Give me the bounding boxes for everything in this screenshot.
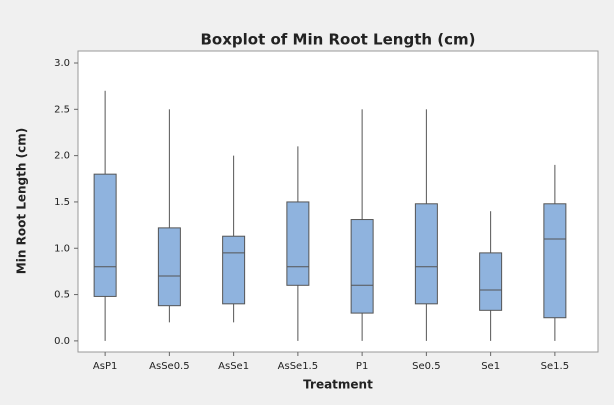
box — [286, 201, 310, 286]
box — [222, 235, 246, 305]
x-tick-label: Se0.5 — [412, 361, 440, 372]
x-tick-label: AsP1 — [93, 361, 117, 372]
y-tick-label: 0.0 — [54, 336, 70, 347]
box — [350, 219, 374, 314]
x-tick-label: AsSe1.5 — [278, 361, 318, 372]
box — [479, 252, 503, 311]
box — [157, 227, 181, 307]
y-tick-label: 3.0 — [54, 58, 70, 69]
y-tick-label: 1.0 — [54, 243, 70, 254]
box — [93, 173, 117, 297]
x-tick-label: AsSe0.5 — [149, 361, 189, 372]
y-axis-label: Min Root Length (cm) — [15, 128, 29, 274]
y-tick-label: 2.0 — [54, 151, 70, 162]
x-axis-label: Treatment — [303, 378, 373, 392]
box — [543, 203, 567, 319]
x-tick-label: AsSe1 — [218, 361, 249, 372]
x-tick-label: Se1 — [481, 361, 500, 372]
x-tick-label: Se1.5 — [541, 361, 569, 372]
y-tick-label: 2.5 — [54, 104, 70, 115]
box — [414, 203, 438, 305]
x-tick-label: P1 — [356, 361, 368, 372]
plot-area — [77, 50, 599, 353]
chart-title: Boxplot of Min Root Length (cm) — [200, 31, 475, 49]
y-tick-label: 1.5 — [54, 197, 70, 208]
y-tick-label: 0.5 — [54, 290, 70, 301]
